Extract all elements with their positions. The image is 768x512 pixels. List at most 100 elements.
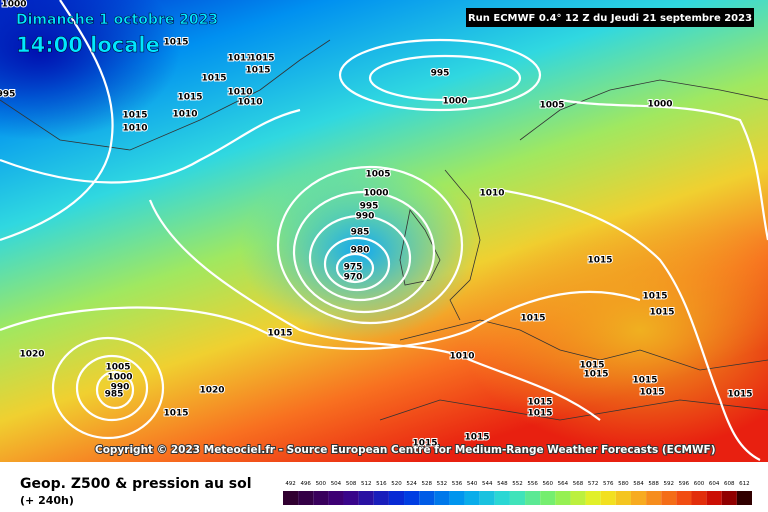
warm-area — [460, 210, 768, 450]
scale-swatch — [691, 491, 707, 505]
scale-swatch — [661, 491, 677, 505]
scale-label: 604 — [709, 481, 720, 487]
scale-label: 580 — [618, 481, 629, 487]
scale-label: 612 — [739, 481, 750, 487]
scale-label: 528 — [421, 481, 432, 487]
isobars — [0, 0, 768, 460]
isobar-label: 1015 — [267, 329, 292, 339]
isobar-label: 1015 — [122, 111, 147, 121]
scale-label: 504 — [331, 481, 342, 487]
scale-label: 532 — [437, 481, 448, 487]
copyright: Copyright © 2023 Meteociel.fr - Source E… — [95, 444, 716, 456]
isobar-label: 1000 — [363, 189, 388, 199]
scale-label: 564 — [558, 481, 569, 487]
scale-swatch — [736, 491, 752, 505]
isobar-label: 1005 — [365, 170, 390, 180]
scale-label: 496 — [300, 481, 311, 487]
isobar-label: 990 — [111, 383, 130, 393]
scale-swatch — [721, 491, 737, 505]
isobar-label: 1015 — [464, 433, 489, 443]
isobar-label: 1010 — [122, 124, 147, 134]
isobar-label: 1015 — [527, 409, 552, 419]
isobar-label: 1015 — [632, 376, 657, 386]
scale-label: 596 — [679, 481, 690, 487]
scale-swatch — [585, 491, 601, 505]
scale-swatch — [434, 491, 450, 505]
isobar-label: 995 — [431, 69, 450, 79]
scale-label: 508 — [346, 481, 357, 487]
isobar-label: 1015 — [587, 256, 612, 266]
isobar-label: 1020 — [19, 350, 44, 360]
scale-swatch — [328, 491, 344, 505]
scale-label: 520 — [391, 481, 402, 487]
scale-swatch — [525, 491, 541, 505]
isobar-label: 995 — [360, 202, 379, 212]
scale-label: 512 — [361, 481, 372, 487]
isobar-label: 1015 — [245, 66, 270, 76]
isobar-label: 1015 — [527, 398, 552, 408]
scale-swatch — [540, 491, 556, 505]
scale-label: 552 — [512, 481, 523, 487]
scale-label: 584 — [633, 481, 644, 487]
isobar-label: 1000 — [647, 100, 672, 110]
isobar-label: 1015 — [520, 314, 545, 324]
scale-label: 544 — [482, 481, 493, 487]
isobar-label: 995 — [0, 90, 15, 100]
isobar-label: 985 — [351, 228, 370, 238]
isobar-label: 980 — [351, 246, 370, 256]
scale-label: 556 — [527, 481, 538, 487]
isobar-label: 1015 — [163, 38, 188, 48]
isobar-label: 1015 — [163, 409, 188, 419]
isobar-label: 1015 — [583, 370, 608, 380]
forecast-date: Dimanche 1 octobre 2023 — [16, 12, 218, 28]
isobar-label: 1010 — [449, 352, 474, 362]
isobar-labels: 1000995101510111015101510151010101010151… — [0, 0, 754, 450]
footer-lead: (+ 240h) — [20, 494, 74, 507]
scale-label: 568 — [573, 481, 584, 487]
isobar-label: 1005 — [105, 363, 130, 373]
scale-swatch — [373, 491, 389, 505]
scale-swatch — [509, 491, 526, 505]
scale-swatch — [555, 491, 571, 505]
isobar-label: 1010 — [479, 189, 504, 199]
isobar-label: 1015 — [249, 54, 274, 64]
scale-swatch — [388, 491, 405, 505]
isobar-label: 975 — [344, 263, 363, 273]
isobar-label: 1020 — [199, 386, 224, 396]
scale-swatch — [404, 491, 420, 505]
scale-swatch — [464, 491, 480, 505]
cold-area — [0, 0, 180, 140]
isobar-label: 990 — [356, 212, 375, 222]
scale-swatch — [570, 491, 586, 505]
isobar-label: 985 — [105, 390, 124, 400]
run-box — [466, 8, 754, 27]
scale-swatch — [479, 491, 495, 505]
scale-label: 548 — [497, 481, 508, 487]
isobar-label: 1000 — [107, 373, 132, 383]
isobar-label: 1010 — [172, 110, 197, 120]
scale-swatch — [706, 491, 722, 505]
scale-swatch — [494, 491, 510, 505]
scale-label: 536 — [452, 481, 463, 487]
scale-label: 608 — [724, 481, 735, 487]
isobar-label: 1000 — [442, 97, 467, 107]
isobar-label: 1015 — [579, 361, 604, 371]
isobar-label: 1000 — [1, 0, 26, 10]
isobar-label: 1015 — [177, 93, 202, 103]
scale-swatch — [298, 491, 314, 505]
scale-label: 524 — [406, 481, 417, 487]
scale-swatch — [449, 491, 465, 505]
scale-label: 540 — [467, 481, 478, 487]
isobar-label: 970 — [344, 273, 363, 283]
scale-swatch — [358, 491, 374, 505]
scale-label: 560 — [543, 481, 554, 487]
isobar-label: 1011 — [227, 54, 252, 64]
isobar-label: 1005 — [539, 101, 564, 111]
scale-swatch — [283, 491, 299, 505]
isobar-label: 1010 — [237, 98, 262, 108]
isobar-label: 1015 — [639, 388, 664, 398]
scale-swatch — [343, 491, 359, 505]
run-info: Run ECMWF 0.4° 12 Z du Jeudi 21 septembr… — [468, 13, 752, 24]
scale-label: 576 — [603, 481, 614, 487]
